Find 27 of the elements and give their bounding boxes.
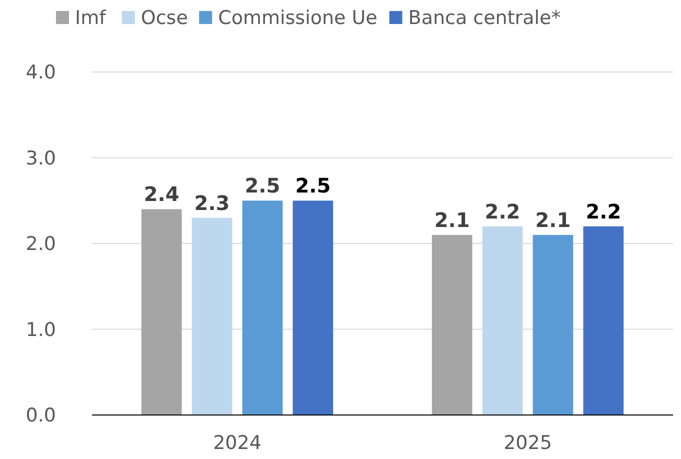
bar (583, 226, 624, 415)
data-label: 2.5 (244, 174, 280, 198)
x-tick-label: 2024 (213, 432, 262, 454)
data-label: 2.1 (535, 208, 571, 232)
data-label: 2.2 (484, 199, 520, 224)
y-tick-label: 1.0 (26, 318, 56, 341)
legend-label: Imf (75, 7, 108, 29)
y-tick-label: 3.0 (26, 147, 56, 170)
y-tick-label: 2.0 (26, 233, 56, 256)
legend-label: Banca centrale* (408, 7, 561, 29)
data-label: 2.3 (194, 190, 230, 215)
y-tick-label: 0.0 (26, 404, 56, 427)
legend-label: Ocse (140, 7, 188, 29)
data-label: 2.5 (295, 174, 331, 198)
data-label: 2.1 (434, 208, 470, 232)
legend-label: Commissione Ue (218, 7, 378, 29)
bar (141, 209, 182, 415)
bar (482, 226, 523, 415)
bar (192, 218, 232, 415)
y-tick-label: 4.0 (26, 62, 56, 84)
data-label: 2.4 (144, 182, 180, 206)
bar (532, 234, 574, 415)
x-tick-label: 2025 (504, 432, 552, 454)
bar (242, 200, 283, 415)
bar (432, 234, 472, 415)
data-label: 2.2 (586, 199, 622, 224)
bar (292, 200, 334, 415)
